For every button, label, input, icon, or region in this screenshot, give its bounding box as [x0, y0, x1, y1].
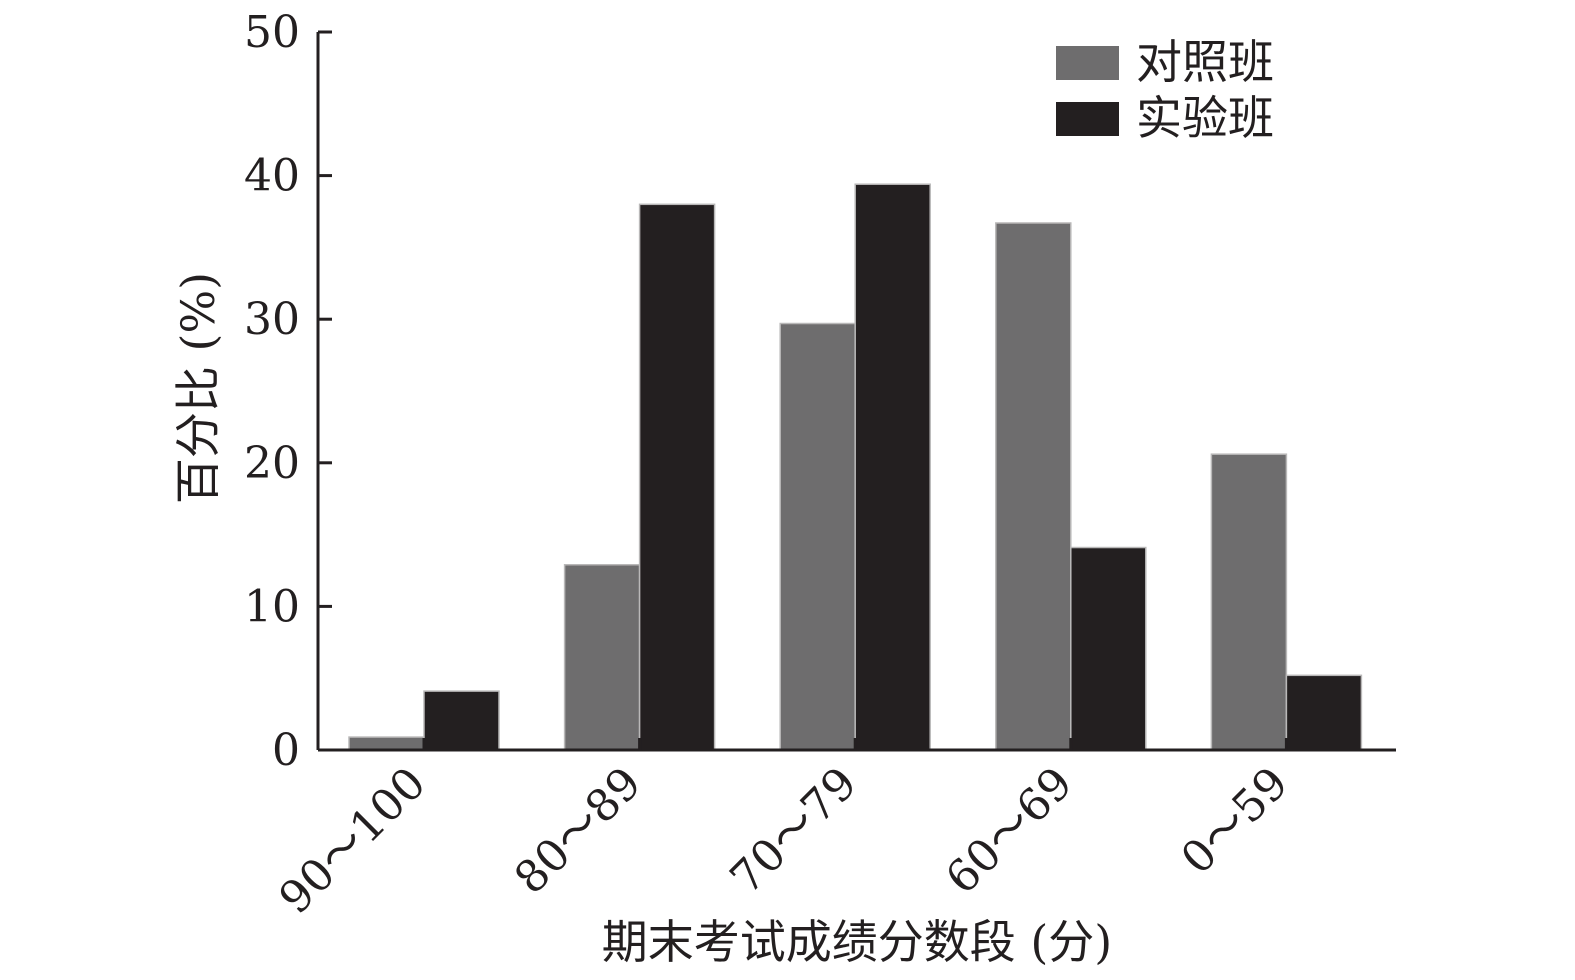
legend-label-control: 对照班	[1136, 35, 1274, 89]
legend-label-experiment: 实验班	[1136, 91, 1274, 145]
bar-control-4	[1210, 453, 1288, 751]
legend-swatch-experiment	[1056, 102, 1119, 136]
x-category-label: 90～100	[270, 758, 436, 924]
bar-experiment-4	[1285, 674, 1363, 751]
y-tick-label: 20	[244, 438, 300, 489]
bar-control-0	[348, 736, 425, 751]
y-tick-label: 40	[244, 151, 300, 202]
x-axis-title: 期末考试成绩分数段 (分)	[602, 915, 1113, 969]
bar-experiment-2	[854, 183, 931, 751]
x-category-label: 60～69	[936, 758, 1082, 904]
y-tick-label: 0	[272, 725, 300, 776]
bar-experiment-3	[1070, 546, 1147, 751]
x-axis: 90～100 80～89 70～79 60～69 0～59	[270, 738, 1396, 924]
y-axis-title: 百分比 (%)	[171, 272, 225, 504]
bar-experiment-0	[423, 690, 500, 751]
bars-group	[348, 183, 1363, 751]
y-axis: 0 10 20 30 40 50	[244, 7, 332, 776]
y-tick-label: 50	[244, 7, 300, 58]
bar-experiment-1	[638, 203, 716, 751]
y-tick-label: 30	[244, 294, 300, 345]
x-category-label: 80～89	[505, 758, 651, 904]
y-tick-label: 10	[244, 581, 300, 632]
bar-control-2	[779, 322, 856, 751]
legend-swatch-control	[1056, 46, 1119, 80]
bar-control-1	[563, 564, 641, 751]
x-category-label: 0～59	[1172, 758, 1299, 885]
legend: 对照班 实验班	[1056, 35, 1274, 145]
bar-control-3	[995, 222, 1072, 751]
x-category-label: 70～79	[721, 758, 867, 904]
